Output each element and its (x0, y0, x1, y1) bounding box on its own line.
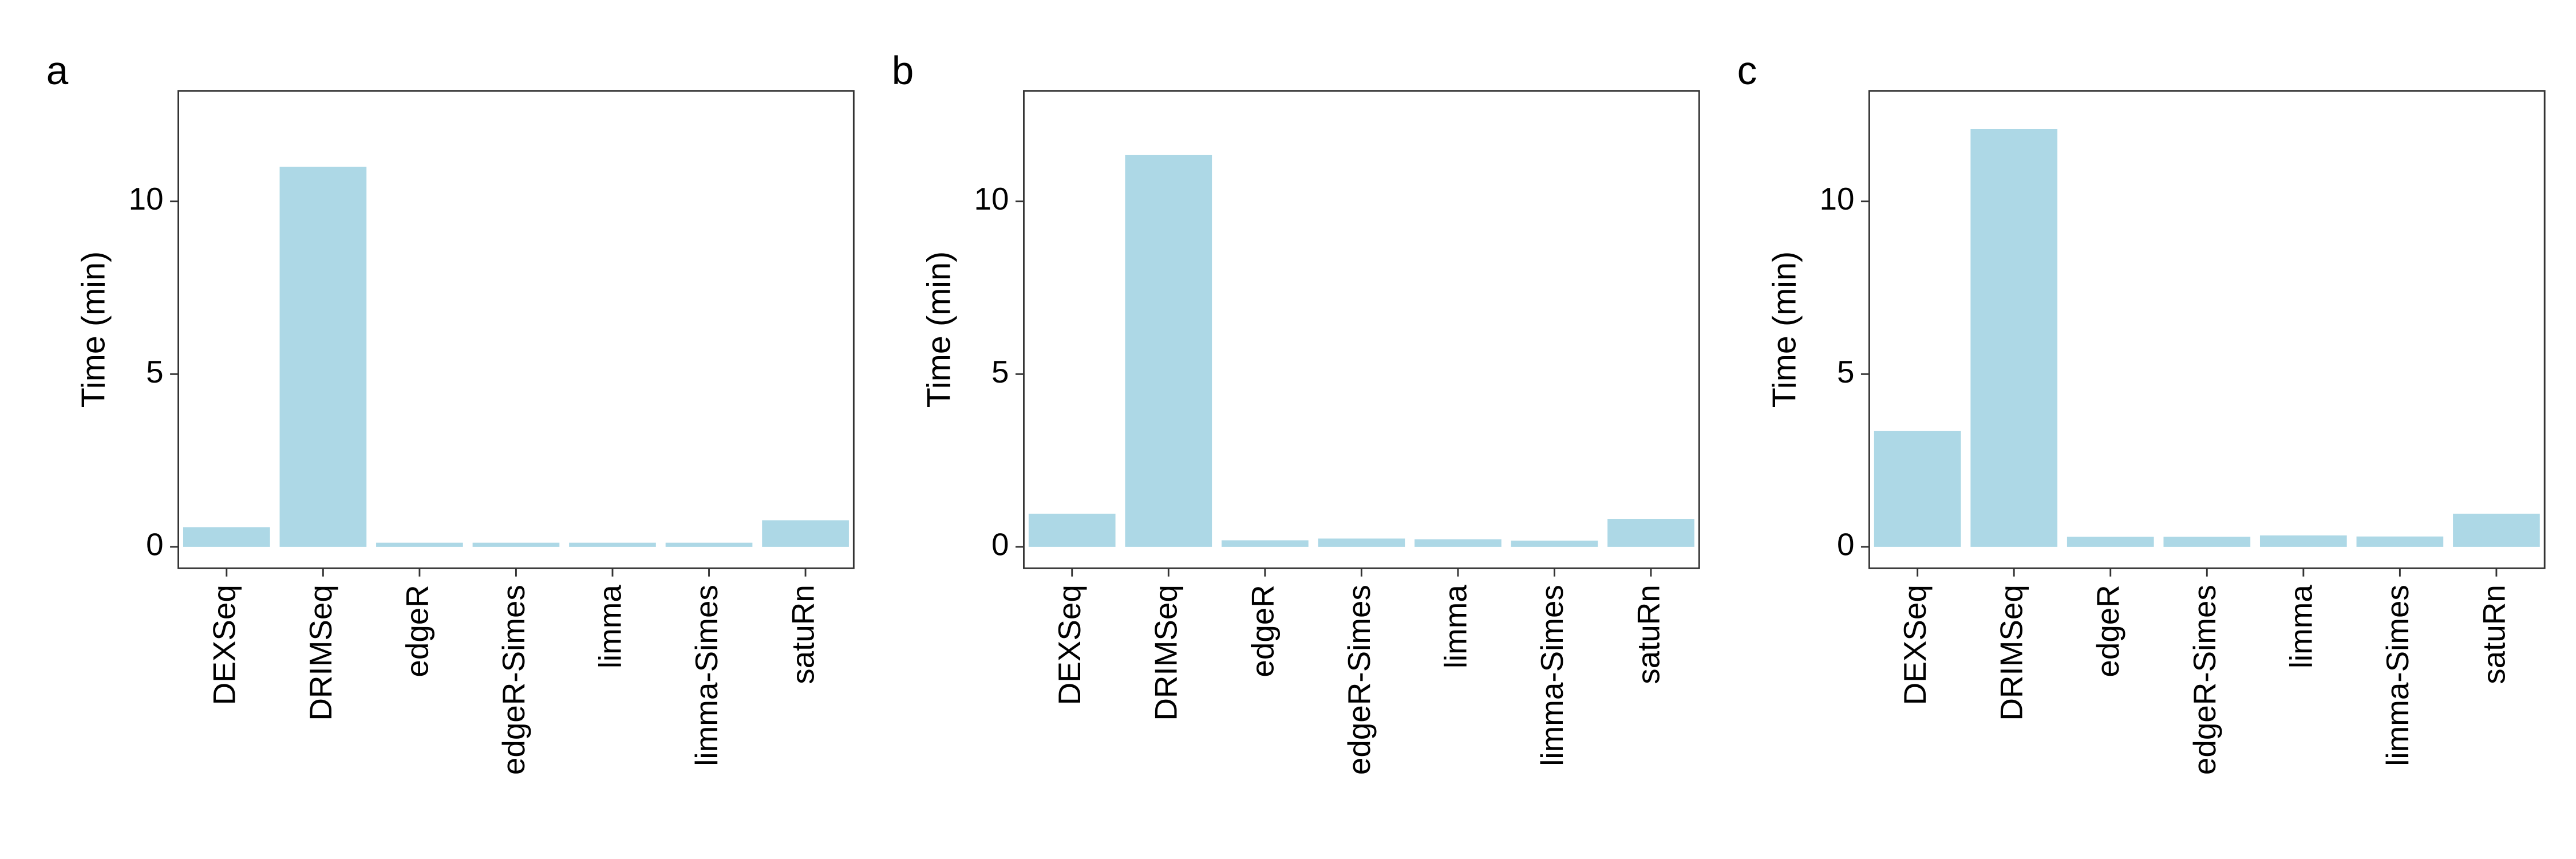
y-axis-title: Time (min) (1766, 251, 1803, 408)
x-tick-label: limma (1437, 585, 1473, 669)
bar (1970, 129, 2058, 547)
bar (1318, 538, 1405, 547)
bar (2067, 537, 2154, 547)
bar (2163, 537, 2251, 547)
bar (1607, 519, 1694, 547)
x-tick-label: edgeR (399, 585, 434, 677)
x-tick-label: DEXSeq (1052, 585, 1087, 705)
x-tick-label: limma-Simes (689, 585, 724, 766)
x-tick-label: limma-Simes (1534, 585, 1570, 766)
bar (1874, 431, 1961, 547)
x-tick-label: DRIMSeq (303, 585, 338, 721)
y-tick-label: 10 (1819, 181, 1854, 216)
y-axis-title: Time (min) (920, 251, 957, 408)
x-tick-label: limma (592, 585, 627, 669)
panel-border (1868, 90, 2546, 569)
x-tick-label: limma-Simes (2380, 585, 2415, 766)
x-tick-label: DRIMSeq (1994, 585, 2029, 721)
x-tick-label: DEXSeq (206, 585, 242, 705)
panel-letter: b (892, 48, 914, 93)
bar (1415, 539, 1502, 547)
x-tick-label: edgeR-Simes (2187, 585, 2222, 775)
x-tick-label: edgeR (2090, 585, 2125, 677)
x-tick-label: limma (2283, 585, 2318, 669)
panel-border (1023, 90, 1700, 569)
bar (665, 542, 753, 547)
bar (376, 542, 463, 547)
x-tick-label: DEXSeq (1897, 585, 1933, 705)
bar (279, 167, 367, 547)
y-tick-label: 0 (146, 526, 163, 562)
bar (183, 527, 270, 547)
y-tick-label: 0 (991, 526, 1009, 562)
x-tick-label: edgeR (1244, 585, 1280, 677)
bar (2453, 513, 2540, 547)
y-tick-label: 10 (974, 181, 1009, 216)
x-tick-label: edgeR-Simes (496, 585, 531, 775)
bar (569, 542, 656, 547)
x-tick-label: edgeR-Simes (1341, 585, 1377, 775)
y-tick-label: 5 (1837, 354, 1854, 389)
y-tick-label: 0 (1837, 526, 1854, 562)
panel-letter: a (46, 48, 69, 93)
bar (472, 542, 560, 547)
bar (1221, 540, 1309, 547)
x-tick-label: satuRn (2476, 585, 2511, 684)
bar (2356, 536, 2444, 547)
x-tick-label: satuRn (785, 585, 821, 684)
bar (762, 520, 849, 547)
panel-border (177, 90, 855, 569)
bar (1511, 541, 1598, 547)
bar (1028, 513, 1116, 547)
bar (1125, 155, 1212, 547)
y-tick-label: 5 (146, 354, 163, 389)
x-tick-label: satuRn (1630, 585, 1666, 684)
bar (2259, 535, 2347, 547)
y-axis-title: Time (min) (76, 251, 112, 408)
x-tick-label: DRIMSeq (1148, 585, 1184, 721)
panel-letter: c (1737, 48, 1757, 93)
y-tick-label: 10 (129, 181, 164, 216)
y-tick-label: 5 (991, 354, 1009, 389)
